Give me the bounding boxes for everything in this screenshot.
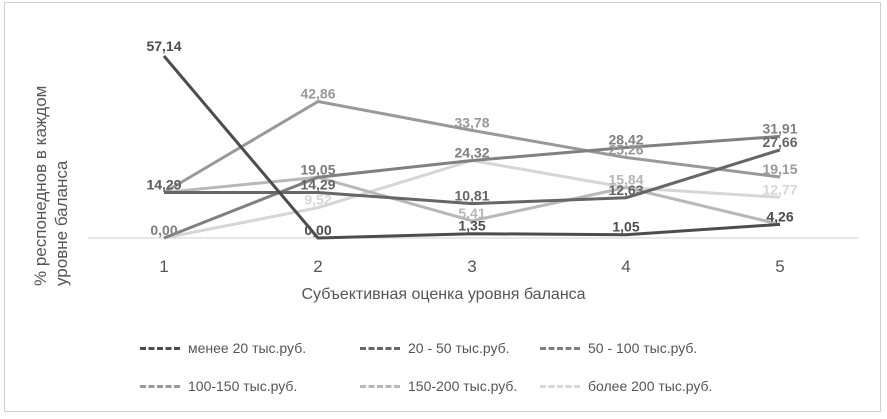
data-label: 14,29 bbox=[146, 176, 181, 192]
data-label: 42,86 bbox=[300, 85, 335, 101]
series-line bbox=[162, 55, 781, 240]
legend-swatch bbox=[540, 346, 580, 350]
x-tick-label: 5 bbox=[775, 257, 784, 276]
data-label: 19,15 bbox=[762, 161, 797, 177]
data-label: 33,78 bbox=[454, 114, 489, 130]
legend-item: 20 - 50 тыс.руб. bbox=[360, 340, 510, 356]
data-label: 25,26 bbox=[608, 142, 643, 158]
x-axis-label: Субъективная оценка уровня баланса bbox=[301, 286, 586, 303]
legend-label: 100-150 тыс.руб. bbox=[188, 378, 298, 394]
data-label: 14,29 bbox=[146, 176, 181, 192]
data-label: 14,29 bbox=[146, 176, 181, 192]
legend-swatch bbox=[360, 384, 400, 388]
legend-label: 20 - 50 тыс.руб. bbox=[408, 340, 510, 356]
legend-label: более 200 тыс.руб. bbox=[588, 378, 713, 394]
data-label: 10,81 bbox=[454, 188, 489, 204]
data-label: 0,00 bbox=[304, 222, 331, 238]
x-tick-label: 2 bbox=[313, 257, 322, 276]
legend-label: 50 - 100 тыс.руб. bbox=[588, 340, 698, 356]
data-label: 15,84 bbox=[608, 172, 643, 188]
data-label: 4,26 bbox=[766, 208, 793, 224]
legend-item: менее 20 тыс.руб. bbox=[140, 340, 306, 356]
legend-swatch bbox=[360, 346, 400, 350]
legend-item: более 200 тыс.руб. bbox=[540, 378, 712, 394]
x-tick-label: 4 bbox=[621, 257, 630, 276]
legend-swatch bbox=[540, 384, 580, 388]
data-label: 31,91 bbox=[762, 120, 797, 136]
data-label: 1,35 bbox=[458, 218, 485, 234]
series-line bbox=[164, 148, 781, 206]
data-label: 12,77 bbox=[762, 181, 797, 197]
legend-item: 50 - 100 тыс.руб. bbox=[540, 340, 697, 356]
y-axis-label: % респонеднов в каждом уровне баланса bbox=[31, 85, 71, 286]
data-label: 9,52 bbox=[304, 192, 331, 208]
data-label: 0,00 bbox=[150, 222, 177, 238]
data-label: 14,29 bbox=[300, 176, 335, 192]
data-label: 19,05 bbox=[300, 161, 335, 177]
data-label: 27,66 bbox=[762, 134, 797, 150]
data-label: 1,05 bbox=[612, 219, 639, 235]
data-label: 28,42 bbox=[608, 131, 643, 147]
x-tick-label: 3 bbox=[467, 257, 476, 276]
data-label: 15,84 bbox=[608, 172, 643, 188]
legend-swatch bbox=[140, 346, 180, 350]
data-label: 12,63 bbox=[608, 182, 643, 198]
x-tick-label: 1 bbox=[159, 257, 168, 276]
data-label: 19,05 bbox=[300, 161, 335, 177]
legend-label: 150-200 тыс.руб. bbox=[408, 378, 518, 394]
data-label: 0,00 bbox=[150, 222, 177, 238]
legend-item: 150-200 тыс.руб. bbox=[360, 378, 517, 394]
legend-label: менее 20 тыс.руб. bbox=[188, 340, 307, 356]
chart-frame bbox=[4, 2, 881, 412]
data-label: 57,14 bbox=[146, 38, 181, 54]
legend-swatch bbox=[140, 384, 180, 388]
series-line bbox=[163, 134, 781, 240]
series-line bbox=[163, 175, 781, 226]
legend-item: 100-150 тыс.руб. bbox=[140, 378, 297, 394]
data-label: 4,26 bbox=[766, 208, 793, 224]
series-line bbox=[163, 100, 781, 194]
data-label: 5,41 bbox=[458, 205, 485, 221]
data-label: 24,32 bbox=[454, 145, 489, 161]
data-label: 24,32 bbox=[454, 145, 489, 161]
